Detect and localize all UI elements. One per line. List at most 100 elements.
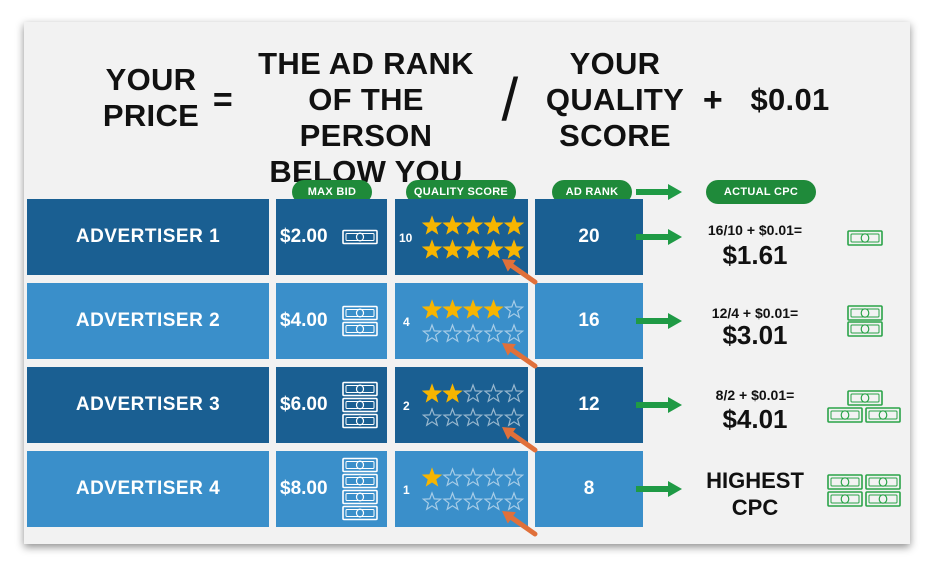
formula-ad-rank-below: THE AD RANK OF THE PERSON BELOW YOU bbox=[246, 46, 486, 190]
max-bid-value: $2.00 bbox=[280, 226, 328, 247]
star-icon bbox=[462, 323, 484, 343]
star-icon bbox=[442, 239, 463, 259]
star-icon bbox=[483, 407, 504, 427]
star-icon bbox=[483, 467, 504, 487]
dollar-bill-icon bbox=[342, 489, 378, 505]
dollar-bill-icon bbox=[342, 413, 378, 429]
formula-qs-line1: YOUR bbox=[569, 46, 661, 81]
star-icon bbox=[483, 383, 504, 403]
highest-cpc-label: HIGHEST CPC bbox=[700, 467, 810, 521]
star-icon bbox=[462, 215, 484, 235]
quality-score-value: 1 bbox=[403, 483, 410, 497]
pointer-arrow-icon bbox=[502, 343, 538, 369]
cpc-value: $3.01 bbox=[722, 320, 788, 350]
star-icon bbox=[421, 407, 443, 427]
star-icon bbox=[421, 323, 443, 343]
formula-plus: + bbox=[702, 81, 724, 119]
ad-rank-value: 8 bbox=[535, 451, 643, 527]
dollar-bill-icon bbox=[342, 305, 378, 321]
formula-cent: $0.01 bbox=[750, 82, 830, 117]
dollar-bill-icon bbox=[847, 230, 883, 246]
star-icon bbox=[503, 491, 525, 511]
max-bid-value: $4.00 bbox=[280, 310, 328, 331]
star-icon bbox=[483, 323, 504, 343]
right-arrow-icon bbox=[636, 229, 682, 245]
star-icon bbox=[462, 239, 484, 259]
cpc-formula: 8/2 + $0.01= bbox=[715, 387, 795, 403]
cpc-value: $1.61 bbox=[722, 240, 788, 270]
dollar-bill-icon bbox=[342, 473, 378, 489]
dollar-bill-icon bbox=[342, 229, 378, 245]
highest-cpc-line2: CPC bbox=[731, 495, 779, 520]
star-icon bbox=[442, 299, 463, 319]
star-icon bbox=[503, 383, 525, 403]
max-bid-cell: $4.00 bbox=[276, 283, 387, 359]
dollar-bill-icon bbox=[865, 491, 901, 507]
star-icon bbox=[462, 299, 484, 319]
advertiser-name: ADVERTISER 4 bbox=[27, 451, 269, 527]
star-icon bbox=[462, 491, 484, 511]
max-bid-cell: $6.00 bbox=[276, 367, 387, 443]
dollar-bill-icon bbox=[342, 505, 378, 521]
dollar-bill-icon bbox=[865, 407, 901, 423]
highest-cpc-line1: HIGHEST bbox=[706, 468, 804, 493]
formula-equals: = bbox=[212, 81, 234, 119]
star-icon bbox=[462, 383, 484, 403]
cpc-value: $4.01 bbox=[722, 404, 788, 434]
formula-qs-line2: QUALITY bbox=[545, 82, 685, 117]
pointer-arrow-icon bbox=[502, 427, 538, 453]
dollar-bill-icon bbox=[827, 474, 863, 490]
quality-score-value: 2 bbox=[403, 399, 410, 413]
formula-price-line2: PRICE bbox=[102, 98, 200, 133]
ad-rank-value: 16 bbox=[535, 283, 643, 359]
dollar-bill-icon bbox=[865, 474, 901, 490]
max-bid-cell: $8.00 bbox=[276, 451, 387, 527]
star-icon bbox=[462, 467, 484, 487]
max-bid-value: $6.00 bbox=[280, 394, 328, 415]
star-icon bbox=[503, 467, 525, 487]
star-icon bbox=[442, 467, 463, 487]
dollar-bill-icon bbox=[847, 390, 883, 406]
dollar-bill-icon bbox=[827, 491, 863, 507]
dollar-bill-icon bbox=[847, 305, 883, 321]
star-icon bbox=[462, 407, 484, 427]
formula-qs-line3: SCORE bbox=[559, 118, 671, 153]
star-icon bbox=[483, 299, 504, 319]
pointer-arrow-icon bbox=[502, 511, 538, 537]
star-icon bbox=[442, 491, 463, 511]
ad-rank-value: 20 bbox=[535, 199, 643, 275]
star-icon bbox=[421, 383, 443, 403]
star-icon bbox=[503, 323, 525, 343]
pointer-arrow-icon bbox=[502, 259, 538, 285]
formula-divide: / bbox=[501, 66, 519, 133]
dollar-bill-icon bbox=[342, 457, 378, 473]
max-bid-cell: $2.00 bbox=[276, 199, 387, 275]
star-icon bbox=[503, 239, 525, 259]
formula-quality-score: YOUR QUALITY SCORE bbox=[545, 46, 685, 154]
header-actual-cpc: ACTUAL CPC bbox=[706, 180, 816, 204]
star-icon bbox=[442, 407, 463, 427]
star-icon bbox=[421, 239, 443, 259]
star-icon bbox=[503, 299, 525, 319]
star-icon bbox=[421, 215, 443, 235]
formula-price-line1: YOUR bbox=[105, 62, 197, 97]
right-arrow-icon bbox=[636, 184, 682, 200]
star-icon bbox=[421, 491, 443, 511]
right-arrow-icon bbox=[636, 313, 682, 329]
cpc-formula: 12/4 + $0.01= bbox=[711, 305, 799, 321]
dollar-bill-icon bbox=[342, 381, 378, 397]
advertiser-name: ADVERTISER 1 bbox=[27, 199, 269, 275]
star-icon bbox=[503, 407, 525, 427]
formula-rank-line2: OF THE PERSON bbox=[299, 82, 433, 153]
star-icon bbox=[421, 299, 443, 319]
quality-score-value: 4 bbox=[403, 315, 410, 329]
max-bid-value: $8.00 bbox=[280, 478, 328, 499]
dollar-bill-icon bbox=[342, 397, 378, 413]
star-icon bbox=[503, 215, 525, 235]
star-icon bbox=[442, 215, 463, 235]
star-icon bbox=[442, 323, 463, 343]
right-arrow-icon bbox=[636, 481, 682, 497]
right-arrow-icon bbox=[636, 397, 682, 413]
star-icon bbox=[442, 383, 463, 403]
star-icon bbox=[483, 215, 504, 235]
